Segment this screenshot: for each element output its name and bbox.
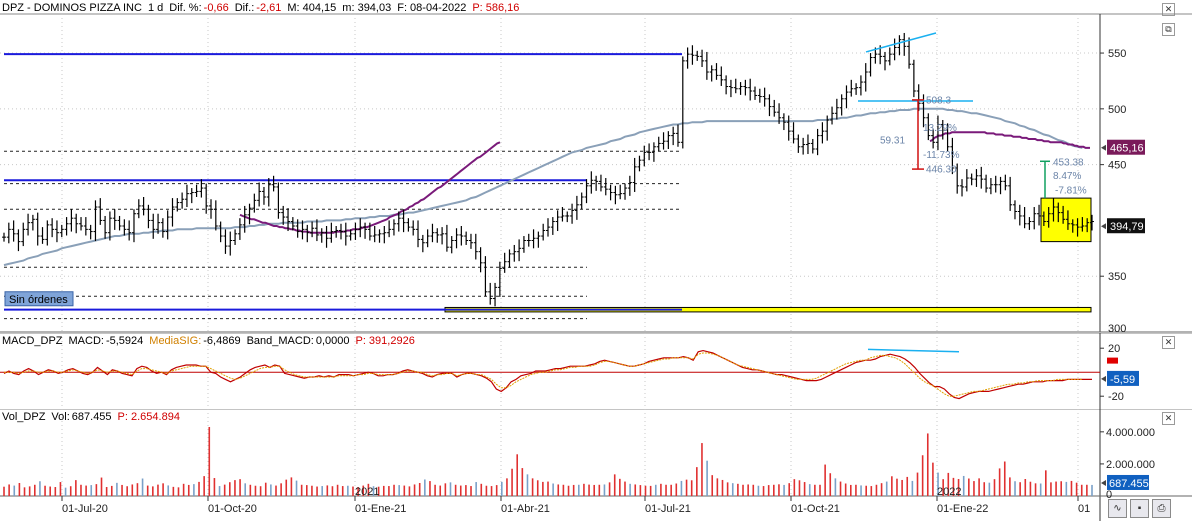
- y-tick-label: 550: [1108, 48, 1126, 60]
- macd-name: MACD_DPZ: [2, 335, 63, 347]
- ma-value-text: 465,16: [1110, 143, 1144, 155]
- vol-name: Vol_DPZ: [2, 411, 46, 423]
- measure-label: 453.38: [1053, 158, 1084, 169]
- ma200-line: [3, 107, 1083, 267]
- macd-p-label: P: 391,2926: [355, 335, 415, 347]
- y-tick-label: 20: [1108, 343, 1120, 355]
- dif-pct-label: Dif. %:: [169, 2, 202, 14]
- x-tick-label: 01-Ene-22: [937, 503, 988, 515]
- wave-icon[interactable]: ∿: [1108, 499, 1127, 518]
- x-tick-label: 01-Abr-21: [501, 503, 550, 515]
- macd-pointer-icon: [1101, 375, 1106, 382]
- signal-line: [4, 352, 1083, 397]
- vol-badge: [1107, 474, 1149, 490]
- price-header: DPZ - DOMINOS PIZZA INC 1 d Dif. %: -0,66…: [0, 0, 519, 16]
- macd-line: [3, 349, 1092, 400]
- macd-chart[interactable]: 20 -20 -5,59: [0, 333, 1192, 409]
- vol-close-icon[interactable]: ✕: [1162, 412, 1175, 425]
- save-icon[interactable]: ▪: [1130, 499, 1149, 518]
- x-tick-label: 01-Oct-21: [791, 503, 840, 515]
- signal-value: -6,4869: [203, 335, 241, 347]
- vol-badge-text: 687.455: [1109, 478, 1149, 490]
- volume-pane[interactable]: 4.000.000 2.000.000 0 687.455 01-Jul-20 01-Oc…: [0, 409, 1192, 521]
- price-badge: [1107, 218, 1145, 234]
- vol-value-label: Vol:: [51, 411, 70, 423]
- y-tick-label: 2.000.000: [1106, 459, 1155, 471]
- y-tick-label: 300: [1108, 323, 1126, 333]
- print-icon[interactable]: ⎙: [1152, 499, 1171, 518]
- period-label: 1 d: [147, 2, 164, 14]
- y-tick-label: 350: [1108, 271, 1126, 283]
- p-label: P: 586,16: [472, 2, 520, 14]
- measure-label: -7.81%: [1055, 186, 1087, 197]
- macd-value: -5,5924: [105, 335, 144, 347]
- measure-label: 446.30: [926, 164, 957, 175]
- max-label: M: 404,15: [287, 2, 337, 14]
- x-tick-label: 01-Jul-21: [645, 503, 691, 515]
- price-chart[interactable]: 508.3 13.29% 59.31 -11.73% 446.30 453.38 8.47%…: [0, 0, 1192, 333]
- status-toolbar: ∿ ▪ ⎙: [1108, 496, 1192, 521]
- macd-value-label: MACD:: [68, 335, 104, 347]
- signal-label: MediaSIG:: [149, 335, 202, 347]
- vol-pointer-icon: [1101, 479, 1106, 486]
- vol-value: 687.455: [71, 411, 112, 423]
- x-tick-label: 01-Ene-21: [355, 503, 406, 515]
- year-marker: 2021: [355, 486, 379, 498]
- price-pane[interactable]: DPZ - DOMINOS PIZZA INC 1 d Dif. %: -0,66…: [0, 0, 1192, 333]
- ma-value-badge: [1107, 139, 1145, 155]
- dif-value: -2,61: [256, 2, 282, 14]
- macd-header: MACD_DPZ MACD: -5,5924 MediaSIG: -6,4869 B…: [0, 333, 415, 349]
- date-label: F: 08-04-2022: [397, 2, 467, 14]
- dif-label: Dif.:: [234, 2, 255, 14]
- measure-label: 13.29%: [923, 123, 957, 134]
- sin-ordenes-box: [4, 291, 74, 307]
- macd-red-marker: [1107, 357, 1118, 364]
- cyan-trendline: [865, 32, 937, 53]
- macd-badge-text: -5,59: [1110, 374, 1135, 386]
- y-tick-label: 450: [1108, 160, 1126, 172]
- vol-header: Vol_DPZ Vol: 687.455 P: 2.654.894: [0, 409, 180, 425]
- macd-divergence-line: [867, 348, 960, 353]
- ma-pointer-icon: [1101, 144, 1106, 151]
- settings-icon[interactable]: ⧉: [1162, 23, 1175, 36]
- price-pointer-icon: [1101, 223, 1106, 230]
- y-tick-label: 500: [1108, 104, 1126, 116]
- measure-label: 8.47%: [1053, 171, 1081, 182]
- x-tick-label: 01-Jul-20: [62, 503, 108, 515]
- sin-ordenes-label: Sin órdenes: [9, 294, 68, 306]
- band-label: Band_MACD:: [246, 335, 314, 347]
- measure-label: -11.73%: [923, 150, 960, 161]
- measure-label: 59.31: [880, 135, 905, 146]
- macd-badge: [1107, 370, 1139, 386]
- symbol-label: DPZ - DOMINOS PIZZA INC: [2, 2, 142, 14]
- price-badge-text: 394,79: [1110, 221, 1144, 233]
- min-label: m: 394,03: [342, 2, 392, 14]
- x-tick-label: 01: [1078, 503, 1090, 515]
- band-value: 0,0000: [315, 335, 350, 347]
- measure-label: 508.3: [926, 95, 951, 106]
- y-tick-label: 0: [1106, 489, 1112, 501]
- vol-p-label: P: 2.654.894: [117, 411, 180, 423]
- y-tick-label: 4.000.000: [1106, 427, 1155, 439]
- x-tick-label: 01-Oct-20: [208, 503, 257, 515]
- dif-pct-value: -0,66: [203, 2, 229, 14]
- year-marker: 2022: [937, 486, 961, 498]
- purple-ma-line-recent: [929, 131, 1090, 149]
- close-icon[interactable]: ✕: [1162, 3, 1175, 16]
- macd-close-icon[interactable]: ✕: [1162, 336, 1175, 349]
- y-tick-label: -20: [1108, 391, 1124, 403]
- macd-pane[interactable]: 20 -20 -5,59 MACD_DPZ MACD: -5,5924 MediaSI…: [0, 333, 1192, 409]
